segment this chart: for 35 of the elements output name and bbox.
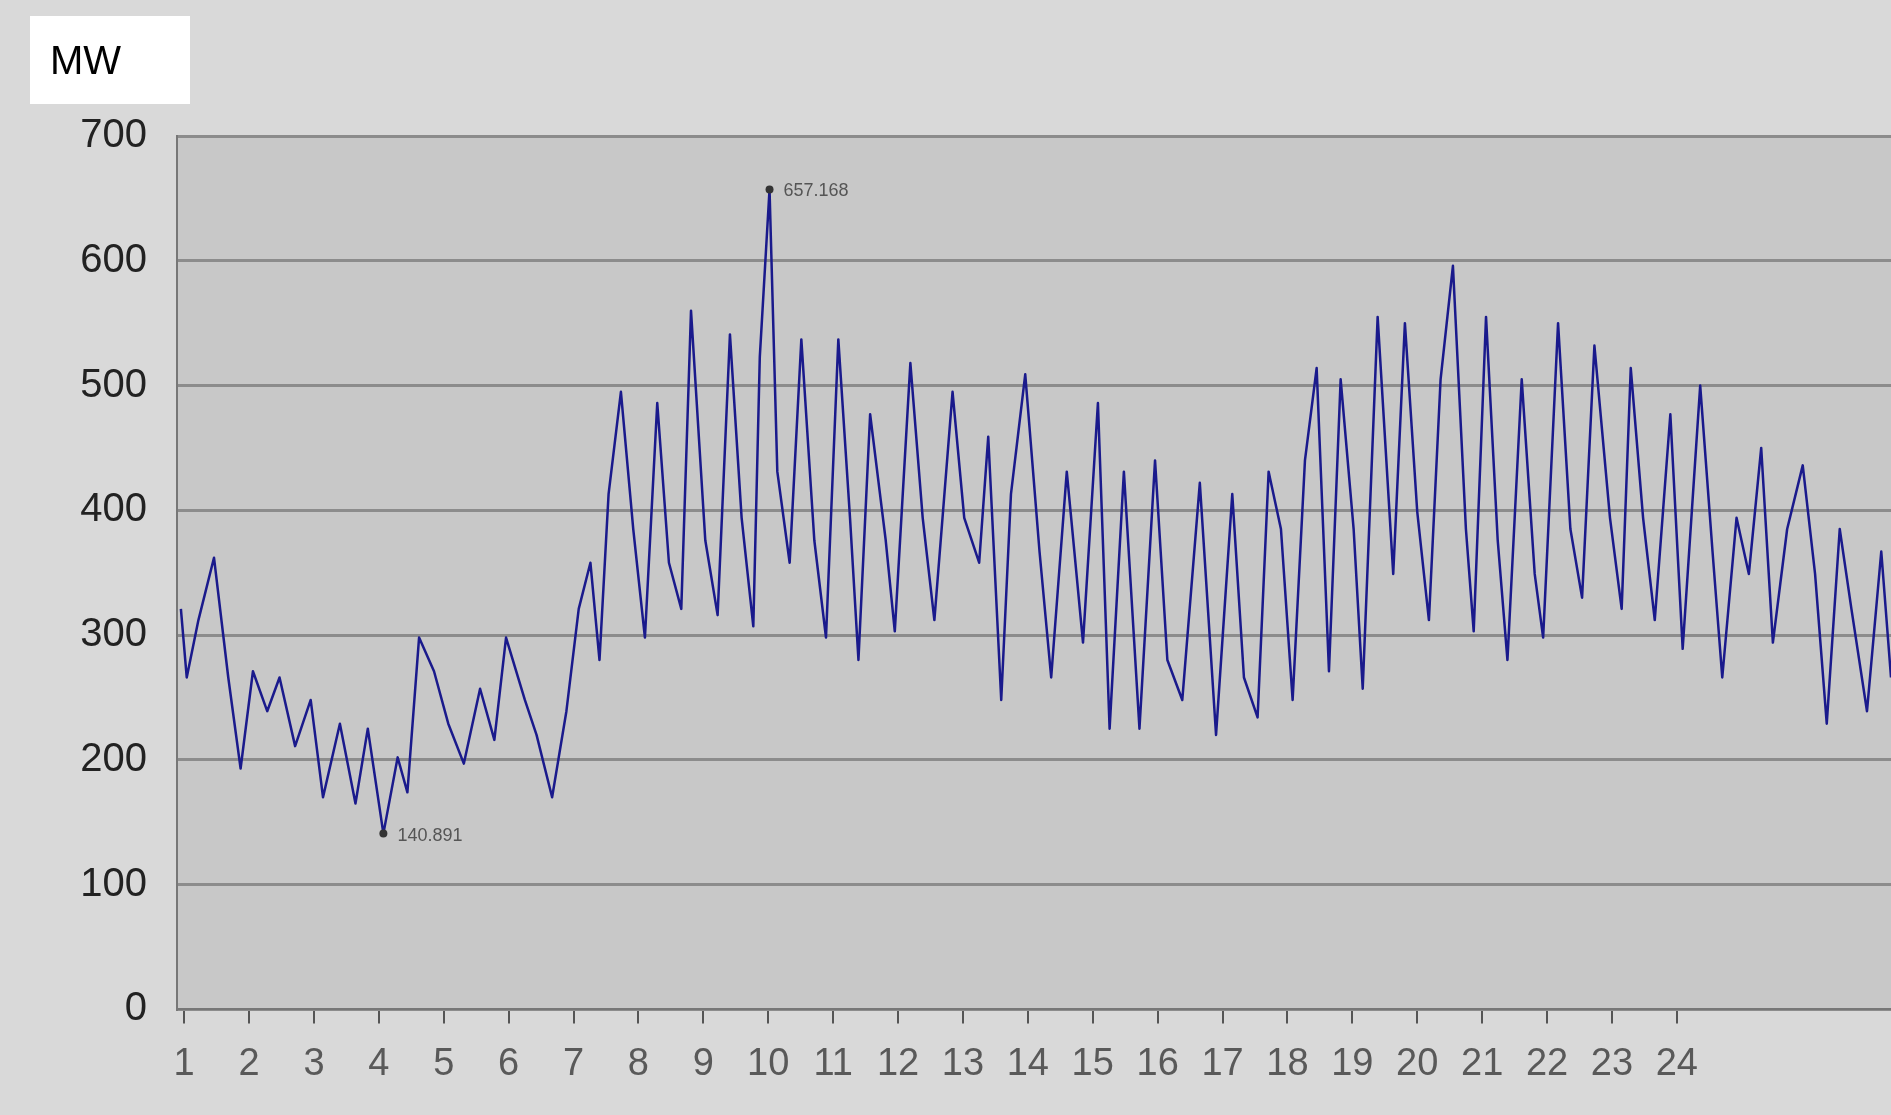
x-tick-label: 20 — [1396, 1040, 1439, 1083]
x-tick-label: 14 — [1006, 1040, 1049, 1083]
y-tick-label: 500 — [80, 360, 147, 405]
x-tick-label: 10 — [747, 1040, 790, 1083]
y-tick-label: 0 — [124, 984, 147, 1029]
x-tick-label: 18 — [1266, 1040, 1309, 1083]
x-tick-label: 22 — [1525, 1040, 1569, 1083]
x-tick-label: 4 — [368, 1040, 390, 1083]
x-tick-label: 17 — [1201, 1040, 1244, 1083]
annotation: 140.891 — [397, 824, 463, 845]
x-tick-label: 16 — [1136, 1040, 1179, 1083]
x-tick-label: 21 — [1460, 1040, 1504, 1083]
y-tick-label: 600 — [80, 235, 147, 280]
y-axis-title: MW — [30, 16, 190, 104]
x-tick-label: 8 — [627, 1040, 650, 1083]
x-tick-label: 13 — [941, 1040, 985, 1083]
y-tick-label: 200 — [80, 734, 147, 779]
x-tick-label: 2 — [238, 1040, 260, 1083]
x-tick-label: 3 — [303, 1040, 325, 1083]
x-tick-label: 24 — [1655, 1040, 1698, 1083]
x-tick-label: 6 — [498, 1040, 520, 1083]
x-tick-label: 19 — [1331, 1040, 1374, 1083]
x-tick-label: 1 — [173, 1040, 195, 1083]
annotation: 657.168 — [783, 180, 849, 201]
x-tick-label: 11 — [813, 1040, 853, 1083]
y-tick-label: 300 — [80, 610, 147, 655]
y-tick-label: 100 — [80, 859, 147, 904]
y-tick-label: 400 — [80, 485, 147, 530]
x-tick-label: 12 — [876, 1040, 920, 1083]
y-tick-label: 700 — [80, 111, 147, 156]
x-tick-label: 15 — [1071, 1040, 1114, 1083]
x-tick-label: 5 — [433, 1040, 455, 1083]
x-tick-label: 23 — [1590, 1040, 1634, 1083]
x-tick-label: 7 — [562, 1040, 585, 1083]
x-tick-label: 9 — [692, 1040, 714, 1083]
